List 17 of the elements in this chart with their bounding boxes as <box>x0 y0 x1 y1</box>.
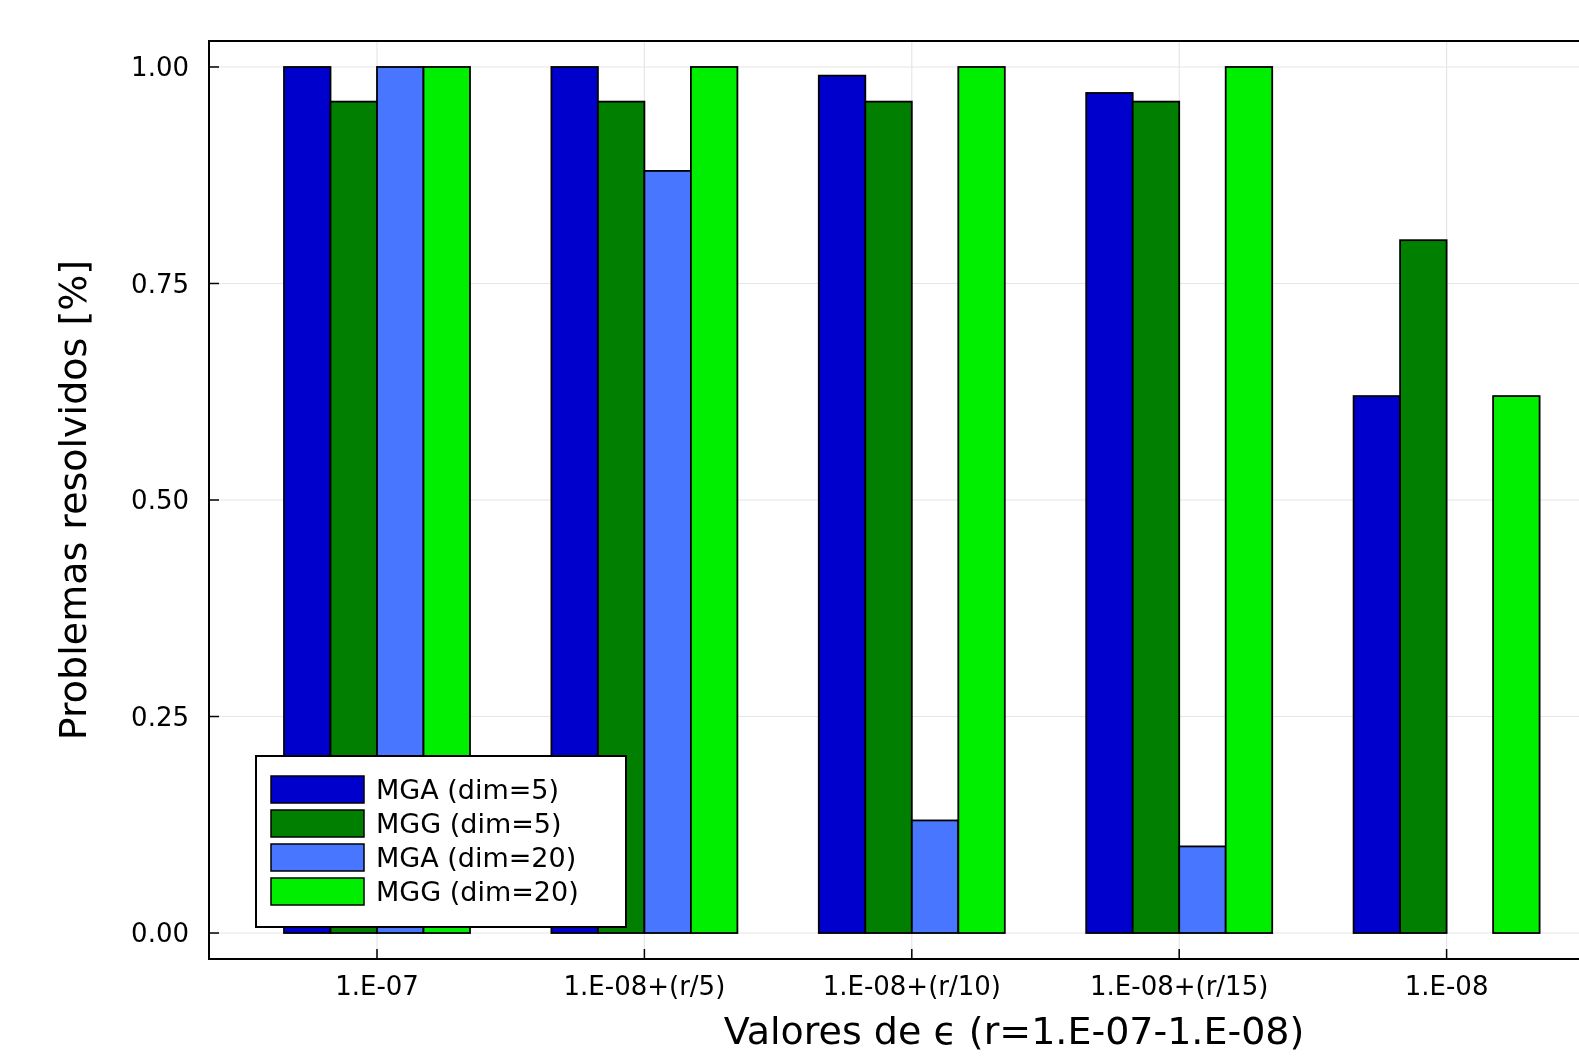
x-tick-label: 1.E-08+(r/15) <box>1090 971 1269 1001</box>
y-tick-label: 0.50 <box>131 485 189 516</box>
bar <box>1492 395 1541 934</box>
legend-label: MGG (dim=5) <box>376 808 562 840</box>
legend-label: MGA (dim=20) <box>376 842 577 874</box>
y-axis-title: Problemas resolvidos [%] <box>51 259 95 741</box>
x-tick-label: 1.E-08 <box>1404 971 1489 1001</box>
legend-label: MGA (dim=5) <box>376 774 560 806</box>
x-axis-title: Valores de ϵ (r=1.E-07-1.E-08) <box>723 1009 1305 1053</box>
y-tick-label: 0.00 <box>131 918 189 949</box>
x-tick-label: 1.E-07 <box>335 971 419 1001</box>
y-tick-label: 0.75 <box>131 268 189 299</box>
y-tick-label: 0.25 <box>131 701 189 732</box>
x-tick-label: 1.E-08+(r/5) <box>563 971 726 1001</box>
x-tick-label: 1.E-08+(r/10) <box>822 971 1001 1001</box>
y-tick-label: 1.00 <box>131 52 189 83</box>
legend-label: MGG (dim=20) <box>376 876 579 908</box>
